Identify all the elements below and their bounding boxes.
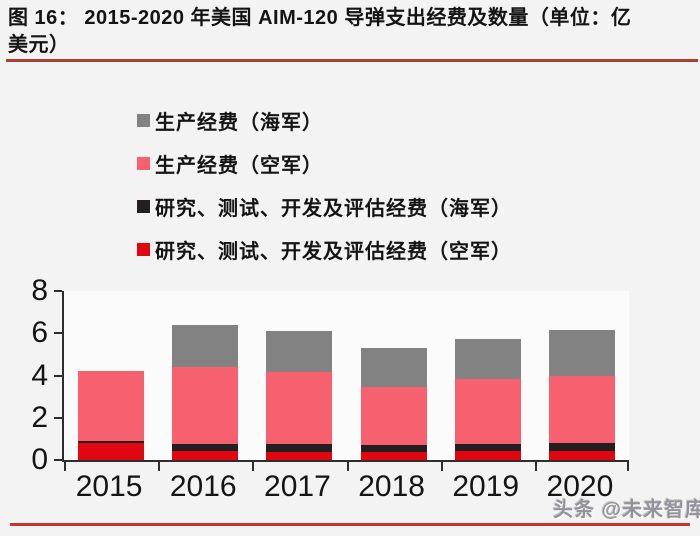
legend-label: 研究、测试、开发及评估经费（海军）: [155, 198, 512, 220]
x-tick-mark: [252, 462, 255, 471]
y-tick-mark: [54, 290, 62, 292]
bar-segment: [454, 450, 521, 460]
legend-item-rdte-airforce: 研究、测试、开发及评估经费（空军）: [137, 228, 512, 271]
x-axis-label-2016: 2016: [169, 470, 237, 503]
y-tick-mark: [54, 416, 62, 419]
title-underline-rule: [6, 59, 698, 62]
bar-segment: [360, 387, 427, 446]
bar-segment: [266, 444, 333, 452]
legend-swatch-gray-icon: [137, 114, 150, 127]
y-tick-label-2: 2: [31, 400, 48, 434]
bar-segment: [172, 444, 239, 451]
bar-segment: [172, 367, 239, 445]
bar-2018: [360, 291, 427, 460]
bar-segment: [172, 450, 239, 460]
x-axis-label-2019: 2019: [452, 470, 520, 503]
legend-label: 生产经费（海军）: [155, 112, 323, 134]
x-tick-mark: [534, 462, 537, 471]
bottom-rule: [10, 523, 690, 526]
bar-segment: [78, 441, 145, 444]
legend-item-rdte-navy: 研究、测试、开发及评估经费（海军）: [137, 185, 512, 228]
legend-swatch-black-icon: [137, 200, 150, 213]
chart-legend: 生产经费（海军） 生产经费（空军） 研究、测试、开发及评估经费（海军） 研究、测…: [137, 99, 512, 271]
bar-2020: [548, 291, 615, 460]
bar-segment: [548, 330, 615, 376]
y-tick-mark: [54, 374, 62, 377]
x-tick-mark: [346, 462, 349, 471]
y-tick-label-0: 0: [31, 443, 48, 476]
x-axis-label-2017: 2017: [264, 470, 331, 503]
y-tick-label-6: 6: [31, 316, 48, 350]
x-axis-label-2015: 2015: [75, 470, 143, 503]
legend-swatch-pink-icon: [137, 157, 150, 170]
legend-label: 研究、测试、开发及评估经费（空军）: [155, 241, 512, 263]
bar-segment: [548, 443, 615, 451]
legend-item-production-navy: 生产经费（海军）: [137, 99, 512, 142]
x-axis-label-2018: 2018: [358, 470, 425, 503]
bar-segment: [172, 324, 239, 368]
y-tick-label-8: 8: [31, 274, 48, 307]
bar-segment: [548, 375, 615, 444]
bar-2017: [266, 291, 333, 460]
bar-segment: [454, 378, 521, 445]
bar-2019: [454, 291, 521, 460]
bar-segment: [78, 443, 145, 460]
watermark: 头条 @未来智库: [553, 499, 700, 521]
x-tick-mark: [64, 462, 66, 471]
x-tick-mark: [440, 462, 443, 471]
legend-item-production-airforce: 生产经费（空军）: [137, 142, 512, 185]
y-tick-mark: [54, 459, 62, 461]
bar-segment: [360, 348, 427, 388]
bar-segment: [548, 450, 615, 460]
y-tick-label-4: 4: [31, 358, 48, 392]
bar-segment: [360, 451, 427, 460]
bar-segment: [454, 444, 521, 451]
bar-2016: [172, 291, 239, 460]
bar-segment: [78, 371, 145, 441]
y-tick-mark: [54, 332, 62, 335]
x-tick-mark: [158, 462, 161, 471]
legend-swatch-red-icon: [137, 243, 150, 256]
figure-title-line1: 图 16： 2015-2020 年美国 AIM-120 导弹支出经费及数量（单位…: [8, 7, 632, 29]
x-tick-mark: [627, 462, 629, 471]
figure-title: 图 16： 2015-2020 年美国 AIM-120 导弹支出经费及数量（单位…: [8, 5, 698, 59]
bar-segment: [266, 331, 333, 373]
bar-segment: [360, 445, 427, 452]
legend-label: 生产经费（空军）: [155, 155, 323, 177]
bar-2015: [78, 291, 145, 460]
plot-area: [54, 290, 629, 471]
x-axis-label-2020: 2020: [546, 470, 614, 503]
bar-segment: [266, 372, 333, 445]
bar-segment: [454, 338, 521, 379]
figure-title-line2: 美元）: [8, 34, 70, 56]
bar-segment: [266, 451, 333, 460]
